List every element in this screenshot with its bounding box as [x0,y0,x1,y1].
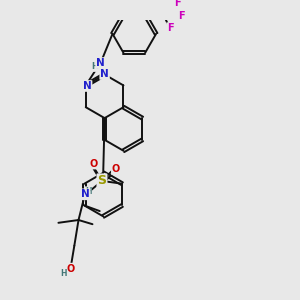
Text: N: N [83,81,92,91]
Text: N: N [100,69,109,79]
Text: F: F [178,11,185,21]
Text: H: H [85,187,91,196]
Text: O: O [112,164,120,174]
Text: O: O [89,159,98,169]
Text: H: H [92,62,98,71]
Text: N: N [96,58,105,68]
Text: F: F [174,0,181,8]
Text: N: N [81,189,90,199]
Text: O: O [66,264,74,274]
Text: H: H [60,269,66,278]
Text: S: S [98,174,106,188]
Text: F: F [167,23,174,33]
